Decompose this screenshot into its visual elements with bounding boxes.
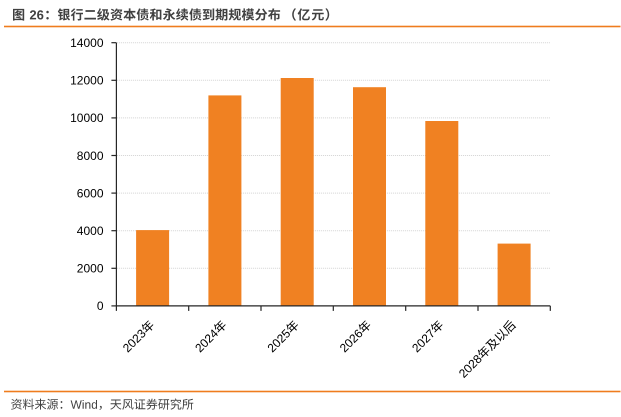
svg-text:2000: 2000	[77, 262, 104, 276]
svg-text:4000: 4000	[77, 224, 104, 238]
svg-text:12000: 12000	[70, 74, 104, 88]
svg-text:0: 0	[97, 299, 104, 313]
svg-text:8000: 8000	[77, 149, 104, 163]
svg-text:14000: 14000	[70, 36, 104, 50]
svg-text:10000: 10000	[70, 111, 104, 125]
svg-text:6000: 6000	[77, 186, 104, 200]
